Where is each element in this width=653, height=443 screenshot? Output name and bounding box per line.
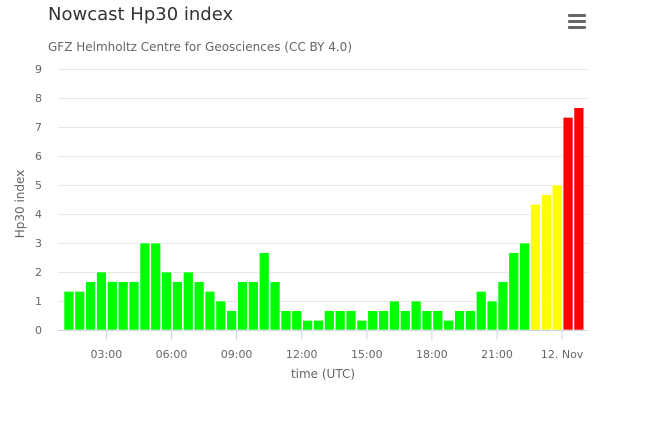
bar[interactable] [96, 271, 107, 331]
y-tick-label: 7 [35, 121, 42, 134]
bar[interactable] [573, 107, 585, 331]
bar[interactable] [334, 310, 346, 331]
y-tick-label: 0 [35, 324, 42, 337]
bar[interactable] [139, 242, 151, 331]
bar[interactable] [172, 281, 183, 331]
chart-title: Nowcast Hp30 index [48, 4, 234, 25]
bar[interactable] [356, 320, 368, 331]
bar[interactable] [508, 252, 520, 331]
bar[interactable] [63, 291, 75, 331]
bar[interactable] [302, 320, 313, 331]
x-tick-label: 06:00 [156, 348, 188, 361]
bar[interactable] [258, 252, 270, 331]
bar[interactable] [269, 281, 281, 331]
bar[interactable] [237, 281, 248, 331]
y-tick-label: 1 [35, 295, 42, 308]
bar[interactable] [562, 117, 574, 331]
x-axis-tick-labels: 03:00 06:00 09:00 12:00 15:00 18:00 21:00 12. N… [91, 348, 584, 361]
x-tick-label: 03:00 [91, 348, 123, 361]
x-tick-label: 12:00 [286, 348, 318, 361]
bar[interactable] [378, 310, 389, 331]
x-axis-ticks [105, 331, 563, 340]
bar[interactable] [454, 310, 465, 331]
bar[interactable] [128, 281, 140, 331]
bar[interactable] [117, 281, 129, 331]
bar[interactable] [530, 204, 541, 331]
bar[interactable] [345, 310, 357, 331]
bar[interactable] [226, 310, 237, 331]
bar[interactable] [389, 300, 400, 331]
hamburger-menu-icon[interactable] [566, 12, 588, 30]
x-tick-label: 21:00 [481, 348, 513, 361]
bar[interactable] [367, 310, 378, 331]
bar-series [63, 107, 585, 331]
bar[interactable] [486, 300, 498, 331]
bar[interactable] [107, 281, 118, 331]
bar[interactable] [85, 281, 96, 331]
bar[interactable] [161, 271, 172, 331]
bar[interactable] [400, 310, 411, 331]
bar[interactable] [204, 291, 216, 331]
bar[interactable] [313, 320, 324, 331]
bar[interactable] [432, 310, 444, 331]
bar[interactable] [74, 291, 85, 331]
bar[interactable] [410, 300, 422, 331]
bar[interactable] [497, 281, 509, 331]
bar[interactable] [421, 310, 433, 331]
bar[interactable] [193, 281, 205, 331]
x-tick-label: 18:00 [416, 348, 448, 361]
y-tick-label: 5 [35, 179, 42, 192]
bar[interactable] [215, 300, 227, 331]
y-tick-label: 9 [35, 63, 42, 76]
y-tick-label: 8 [35, 92, 42, 105]
bar[interactable] [183, 271, 194, 331]
x-tick-label: 12. Nov [541, 348, 584, 361]
bar[interactable] [551, 184, 563, 331]
bar[interactable] [541, 194, 552, 331]
bar[interactable] [248, 281, 259, 331]
y-tick-label: 4 [35, 208, 42, 221]
bar[interactable] [291, 310, 303, 331]
y-axis-title: Hp30 index [13, 170, 27, 239]
bar[interactable] [519, 242, 530, 331]
x-tick-label: 09:00 [221, 348, 253, 361]
y-tick-label: 6 [35, 150, 42, 163]
y-axis-tick-labels: 0 1 2 3 4 5 6 7 8 9 [35, 63, 42, 337]
x-tick-label: 15:00 [351, 348, 383, 361]
bar[interactable] [465, 310, 476, 331]
y-tick-label: 3 [35, 237, 42, 250]
bar[interactable] [324, 310, 335, 331]
y-tick-label: 2 [35, 266, 42, 279]
bar[interactable] [150, 242, 161, 331]
x-axis-title: time (UTC) [291, 367, 355, 381]
bar[interactable] [475, 291, 487, 331]
chart-subtitle: GFZ Helmholtz Centre for Geosciences (CC… [48, 40, 353, 54]
bar[interactable] [443, 320, 454, 331]
grid-lines [58, 69, 588, 302]
bar[interactable] [280, 310, 292, 331]
